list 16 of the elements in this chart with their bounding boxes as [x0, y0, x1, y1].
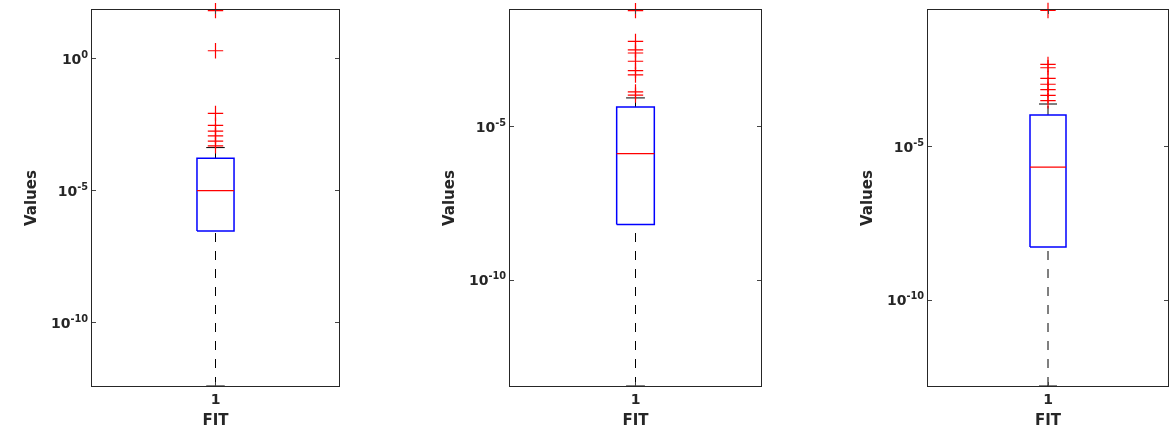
x-axis-title: FIT — [622, 410, 650, 429]
y-tick-label: 10$^{0}$ — [61, 48, 89, 67]
x-tick-label: 1 — [1043, 390, 1053, 407]
y-tick-label: 10$^{-10}$ — [51, 312, 89, 331]
y-axis-title: Values — [440, 170, 459, 226]
y-tick-label: 10$^{-10}$ — [469, 270, 507, 289]
x-axis-title: FIT — [202, 410, 230, 429]
x-tick-label: 1 — [630, 390, 641, 407]
y-tick-label: 10$^{-5}$ — [475, 117, 507, 135]
y-axis-title: Values — [22, 170, 41, 226]
y-tick-label: 10$^{-5}$ — [893, 136, 925, 155]
x-axis-title: FIT — [1034, 410, 1062, 429]
x-tick-label: 1 — [210, 390, 221, 407]
y-tick-label: 10$^{-10}$ — [887, 290, 925, 309]
y-tick-label: 10$^{-5}$ — [57, 180, 89, 199]
y-axis-title: Values — [858, 170, 877, 226]
